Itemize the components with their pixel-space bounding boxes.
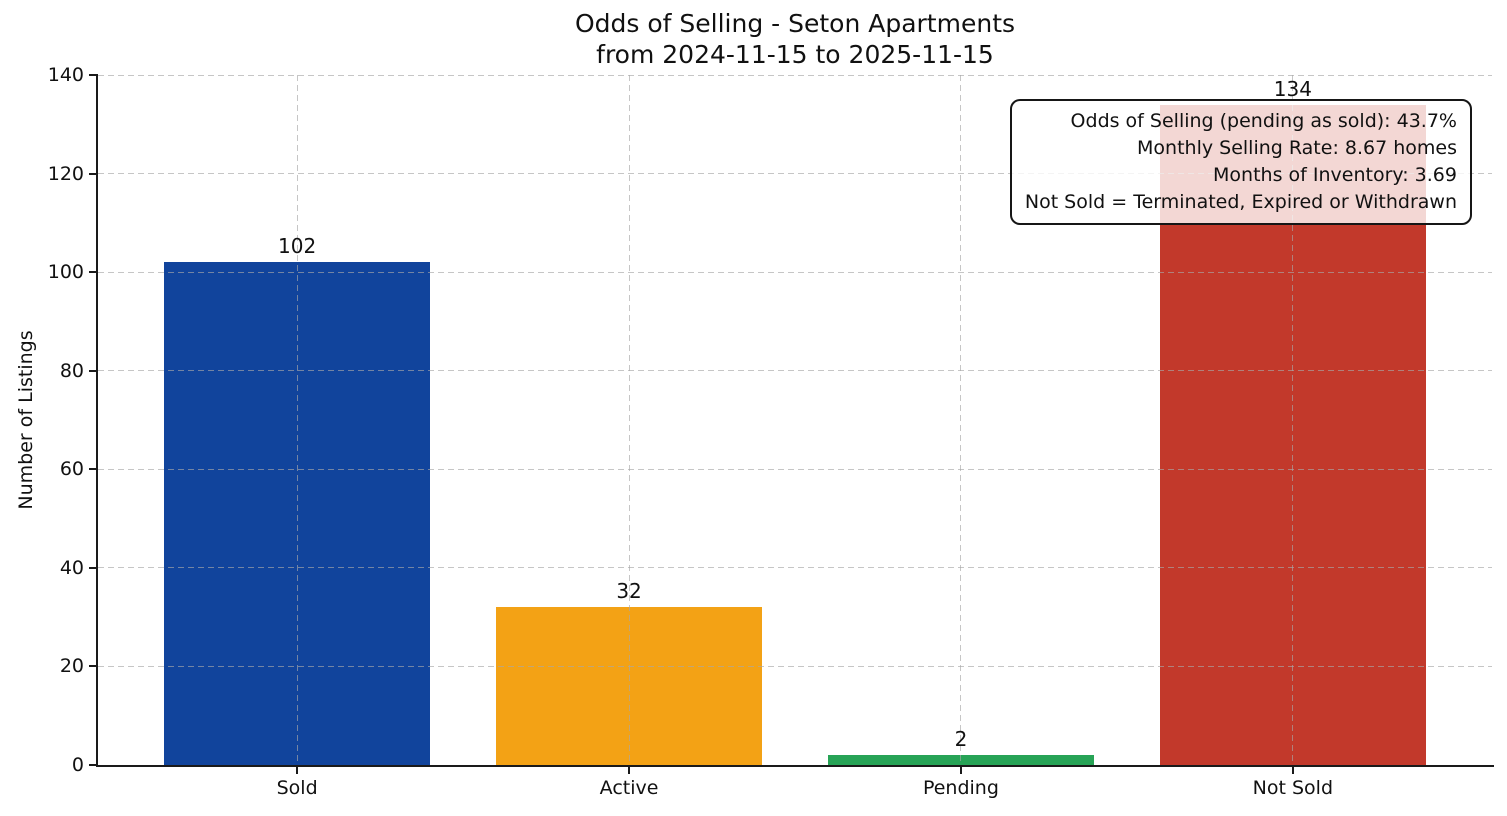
x-axis-spine: [96, 765, 1494, 767]
y-axis-spine: [96, 75, 98, 767]
y-tick-label: 20: [59, 655, 84, 678]
h-gridline: [98, 665, 1492, 667]
x-tick-mark: [296, 765, 299, 774]
x-tick-label: Sold: [276, 777, 318, 799]
x-tick-label: Not Sold: [1252, 777, 1334, 799]
y-tick-label: 40: [59, 556, 84, 579]
x-tick-mark: [1291, 765, 1294, 774]
y-tick-mark: [89, 172, 98, 175]
annotation-line-notsold-note: Not Sold = Terminated, Expired or Withdr…: [1024, 191, 1457, 213]
y-tick-label: 120: [47, 162, 84, 185]
x-tick-label: Active: [599, 777, 659, 799]
chart-title-line1: Odds of Selling - Seton Apartments: [574, 9, 1016, 38]
v-gridline: [1292, 75, 1294, 765]
chart-title-line2: from 2024-11-15 to 2025-11-15: [596, 40, 994, 69]
v-gridline: [296, 75, 298, 765]
y-tick-label: 140: [47, 64, 84, 86]
h-gridline: [98, 567, 1492, 569]
y-tick-mark: [89, 665, 98, 668]
bar-value-label: 32: [616, 579, 642, 604]
y-tick-mark: [89, 369, 98, 372]
y-tick-mark: [89, 74, 98, 76]
y-tick-label: 60: [59, 458, 84, 481]
h-gridline: [98, 370, 1492, 372]
v-gridline: [960, 75, 962, 765]
x-tick-label: Pending: [922, 777, 999, 799]
bar-value-label: 134: [1273, 76, 1312, 101]
annotation-line-inventory: Months of Inventory: 3.69: [1213, 164, 1457, 186]
h-gridline: [98, 468, 1492, 470]
y-tick-mark: [89, 566, 98, 569]
y-tick-label: 100: [47, 261, 84, 284]
x-tick-mark: [959, 765, 962, 774]
stats-annotation-box: Odds of Selling (pending as sold): 43.7%…: [1009, 99, 1472, 225]
h-gridline: [98, 173, 1492, 175]
annotation-line-monthly-rate: Monthly Selling Rate: 8.67 homes: [1137, 137, 1457, 159]
bar-value-label: 2: [954, 727, 968, 752]
annotation-line-odds: Odds of Selling (pending as sold): 43.7%: [1070, 110, 1457, 132]
y-tick-mark: [89, 468, 98, 471]
h-gridline: [98, 74, 1492, 76]
y-tick-label: 80: [59, 359, 84, 382]
chart-title: Odds of Selling - Seton Apartments from …: [98, 8, 1492, 70]
h-gridline: [98, 271, 1492, 273]
y-tick-label: 0: [71, 754, 84, 776]
bar-value-label: 102: [278, 234, 317, 259]
y-tick-mark: [89, 271, 98, 274]
v-gridline: [628, 75, 630, 765]
x-tick-mark: [628, 765, 631, 774]
y-tick-mark: [89, 764, 98, 766]
